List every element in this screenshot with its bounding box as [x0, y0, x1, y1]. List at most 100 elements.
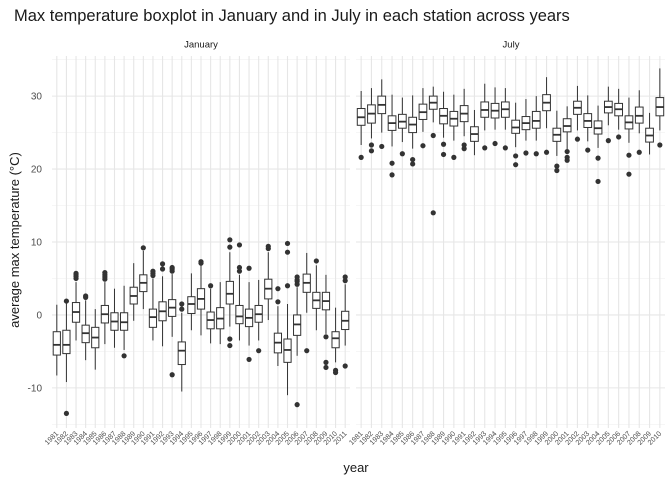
y-tick-label: 0 — [36, 310, 42, 321]
box-january-1981 — [52, 331, 61, 356]
outlier-point-july-1990 — [451, 154, 457, 160]
box-january-1994 — [177, 341, 186, 366]
outlier-point-july-2005 — [605, 138, 611, 144]
facet-strip-label-january: January — [184, 40, 218, 51]
y-tick-label: 30 — [31, 92, 43, 103]
outlier-point-january-2001 — [246, 265, 252, 271]
y-tick-label: 20 — [31, 165, 43, 176]
y-axis-title: average max temperature (°C) — [7, 152, 22, 328]
outlier-point-january-1996 — [198, 259, 204, 265]
outlier-point-january-2011 — [342, 274, 348, 280]
outlier-point-january-2009 — [323, 364, 329, 371]
outlier-point-january-1982 — [63, 298, 70, 304]
box-july-1998 — [531, 110, 541, 129]
outlier-point-july-1994 — [492, 140, 498, 147]
outlier-point-january-2006 — [294, 274, 300, 280]
outlier-point-january-2000 — [236, 264, 243, 271]
outlier-point-july-2002 — [574, 136, 581, 142]
outlier-point-july-1997 — [523, 150, 529, 156]
outlier-point-july-1991 — [461, 142, 467, 148]
outlier-point-july-1989 — [440, 141, 447, 147]
outlier-point-july-1985 — [399, 151, 405, 157]
outlier-point-july-1981 — [358, 154, 364, 160]
outlier-point-july-2003 — [585, 147, 591, 153]
outlier-point-july-1984 — [389, 160, 395, 166]
outlier-point-july-2001 — [564, 157, 570, 163]
outlier-point-january-2008 — [313, 258, 319, 264]
outlier-point-january-1986 — [102, 270, 108, 276]
outlier-point-january-2004 — [275, 286, 281, 292]
outlier-point-july-1996 — [513, 153, 519, 159]
outlier-point-january-1984 — [83, 293, 89, 299]
outlier-point-january-1982 — [63, 410, 70, 417]
outlier-point-july-1991 — [461, 146, 467, 152]
outlier-point-january-2011 — [342, 363, 348, 369]
outlier-point-july-2007 — [626, 152, 632, 158]
chart-title: Max temperature boxplot in January and i… — [14, 7, 570, 25]
outlier-point-july-1982 — [368, 148, 375, 154]
box-january-1995 — [187, 296, 196, 314]
outlier-point-january-2005 — [284, 283, 291, 289]
box-january-2000 — [235, 304, 244, 325]
outlier-point-january-1992 — [159, 261, 166, 267]
box-january-1999 — [225, 280, 234, 305]
outlier-point-july-1988 — [430, 210, 436, 216]
outlier-point-july-1995 — [502, 145, 508, 151]
y-tick-label: 10 — [31, 238, 43, 249]
outlier-point-january-1994 — [179, 301, 185, 307]
facet-panel-january: 1981198219831984198519861987198819891990… — [43, 56, 350, 447]
outlier-point-july-1989 — [440, 151, 447, 158]
outlier-point-july-1998 — [533, 151, 539, 157]
outlier-point-january-2001 — [246, 356, 252, 363]
outlier-point-january-1999 — [227, 342, 233, 349]
outlier-point-january-1994 — [179, 306, 185, 312]
outlier-point-january-1997 — [208, 283, 214, 289]
outlier-point-july-2010 — [657, 142, 663, 148]
box-january-1982 — [62, 329, 71, 355]
y-tick-label: -10 — [28, 383, 43, 394]
outlier-point-january-1999 — [227, 336, 233, 342]
outlier-point-january-2009 — [323, 359, 329, 365]
outlier-point-january-1991 — [150, 268, 156, 274]
outlier-point-january-2010 — [332, 369, 339, 376]
box-january-1991 — [148, 308, 158, 328]
x-axis-title: year — [343, 460, 369, 475]
outlier-point-january-1983 — [73, 270, 79, 276]
outlier-point-january-2011 — [342, 278, 348, 284]
outlier-point-july-2008 — [636, 149, 642, 155]
outlier-point-january-1999 — [227, 244, 233, 250]
outlier-point-july-2000 — [554, 167, 560, 174]
outlier-point-july-2007 — [626, 171, 632, 177]
outlier-point-july-2000 — [554, 163, 560, 169]
outlier-point-july-1987 — [420, 143, 426, 149]
outlier-point-january-1993 — [169, 264, 175, 271]
outlier-point-january-2000 — [236, 268, 243, 274]
outlier-point-january-1990 — [140, 245, 146, 251]
outlier-point-january-2006 — [294, 402, 300, 408]
outlier-point-january-2004 — [275, 299, 281, 305]
outlier-point-january-1993 — [169, 372, 175, 378]
outlier-point-january-1992 — [159, 266, 166, 272]
outlier-point-july-2001 — [564, 148, 570, 155]
box-january-2010 — [331, 331, 340, 349]
facet-panel-july: 1981198219831984198519861987198819891990… — [347, 56, 665, 447]
facet-strip-label-july: July — [503, 40, 520, 51]
outlier-point-july-2006 — [616, 134, 622, 140]
outlier-point-july-1988 — [430, 132, 436, 139]
outlier-point-july-1999 — [543, 149, 550, 155]
outlier-point-july-2004 — [595, 155, 601, 161]
outlier-point-july-1996 — [513, 162, 519, 168]
outlier-point-january-1988 — [121, 353, 127, 359]
outlier-point-january-2009 — [323, 334, 329, 340]
outlier-point-january-2007 — [304, 348, 310, 354]
outlier-point-july-1986 — [410, 156, 416, 163]
outlier-point-july-1993 — [482, 145, 488, 151]
outlier-point-july-2004 — [595, 178, 601, 185]
outlier-point-july-1984 — [389, 172, 395, 178]
outlier-point-january-2000 — [236, 242, 243, 248]
outlier-point-january-2002 — [256, 348, 262, 354]
outlier-point-january-2003 — [265, 243, 271, 249]
outlier-point-july-1982 — [368, 142, 375, 148]
outlier-point-july-1986 — [410, 161, 416, 167]
